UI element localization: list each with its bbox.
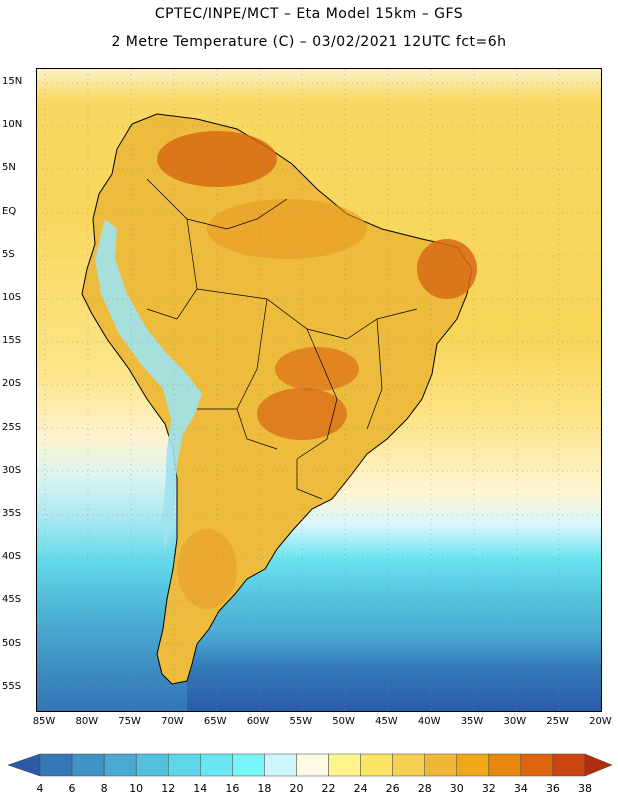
longitude-label: 80W [75,716,99,727]
latitude-label: 15S [2,335,22,347]
longitude-label: 25W [546,716,569,727]
latitude-label: 50S [2,637,22,649]
colorbar-swatch [264,753,297,777]
latitude-label: 5S [2,248,15,260]
longitude-label: 55W [289,716,313,727]
latitude-label: EQ [2,205,17,217]
colorbar-swatch [552,753,586,777]
colorbar-swatch [167,753,201,777]
colorbar-tick-label: 22 [321,782,336,795]
longitude-label: 50W [332,716,355,727]
chart-title-line-2: 2 Metre Temperature (C) – 03/02/2021 12U… [111,34,507,50]
chart-title-line-1: CPTEC/INPE/MCT – Eta Model 15km – GFS [154,6,464,22]
colorbar-swatch [488,753,522,777]
colorbar-tick-label: 38 [578,782,592,795]
longitude-label: 60W [246,716,270,727]
hot-zone-central [275,347,359,391]
colorbar-tick-label: 10 [129,782,144,795]
latitude-label: 10N [2,119,23,131]
andes-cold-strip [95,219,202,549]
latitude-label: 20S [2,378,22,390]
longitude-label: 85W [32,716,56,727]
longitude-label: 45W [375,716,398,727]
colorbar-tick-label: 20 [289,782,304,795]
colorbar-tick-label: 34 [513,782,528,795]
colorbar-swatch [232,753,265,777]
colorbar-high-arrow [584,753,613,777]
colorbar-swatch [360,753,393,777]
hot-zone-northeast [417,239,477,299]
colorbar-swatch [103,753,137,777]
colorbar-tick-label: 30 [449,782,464,795]
colorbar-tick-label: 6 [68,782,76,795]
colorbar-tick-label: 24 [353,782,368,795]
colorbar-swatch [71,753,105,777]
colorbar-tick-label: 18 [257,782,272,795]
colorbar-tick-label: 32 [481,782,496,795]
longitude-label: 30W [503,716,527,727]
latitude-label: 45S [2,594,22,606]
country-borders [146,178,418,500]
colorbar-swatch [456,753,490,777]
colorbar-swatch [424,753,458,777]
longitude-label: 65W [203,716,227,727]
colorbar-swatch [135,753,169,777]
latitude-label: 10S [2,292,22,303]
colorbar-low-arrow [7,753,41,777]
colorbar-tick-label: 14 [193,782,208,795]
colorbar-swatch [520,753,554,777]
colorbar-tick-label: 4 [36,782,44,795]
latitude-label: 40S [2,551,22,563]
longitude-label: 20W [589,716,612,727]
colorbar-tick-label: 28 [417,782,432,795]
warm-zone-amazon [207,199,367,259]
latitude-label: 5N [2,162,16,174]
longitude-label: 75W [118,716,141,727]
colorbar-swatch [328,753,361,777]
colorbar-tick-label: 16 [225,782,240,795]
colorbar-swatch [296,753,329,777]
colorbar-swatch [39,753,73,777]
patagonia-warm [177,529,237,609]
colorbar-swatch [200,753,233,777]
colorbar-swatch [392,753,425,777]
colorbar-tick-label: 8 [100,782,108,795]
longitude-label: 40W [417,716,441,727]
latitude-label: 25S [2,421,22,433]
map-canvas [37,69,601,711]
colorbar-tick-label: 26 [385,782,400,795]
latitude-label: 15N [2,76,23,87]
longitude-label: 70W [161,716,184,727]
colorbar [7,753,613,777]
latitude-label: 30S [2,464,22,476]
temperature-map [36,68,602,712]
colorbar-tick-label: 12 [161,782,176,795]
colorbar-tick-label: 36 [545,782,560,795]
latitude-label: 55S [2,680,22,692]
latitude-label: 35S [2,508,22,519]
longitude-label: 35W [460,716,484,727]
